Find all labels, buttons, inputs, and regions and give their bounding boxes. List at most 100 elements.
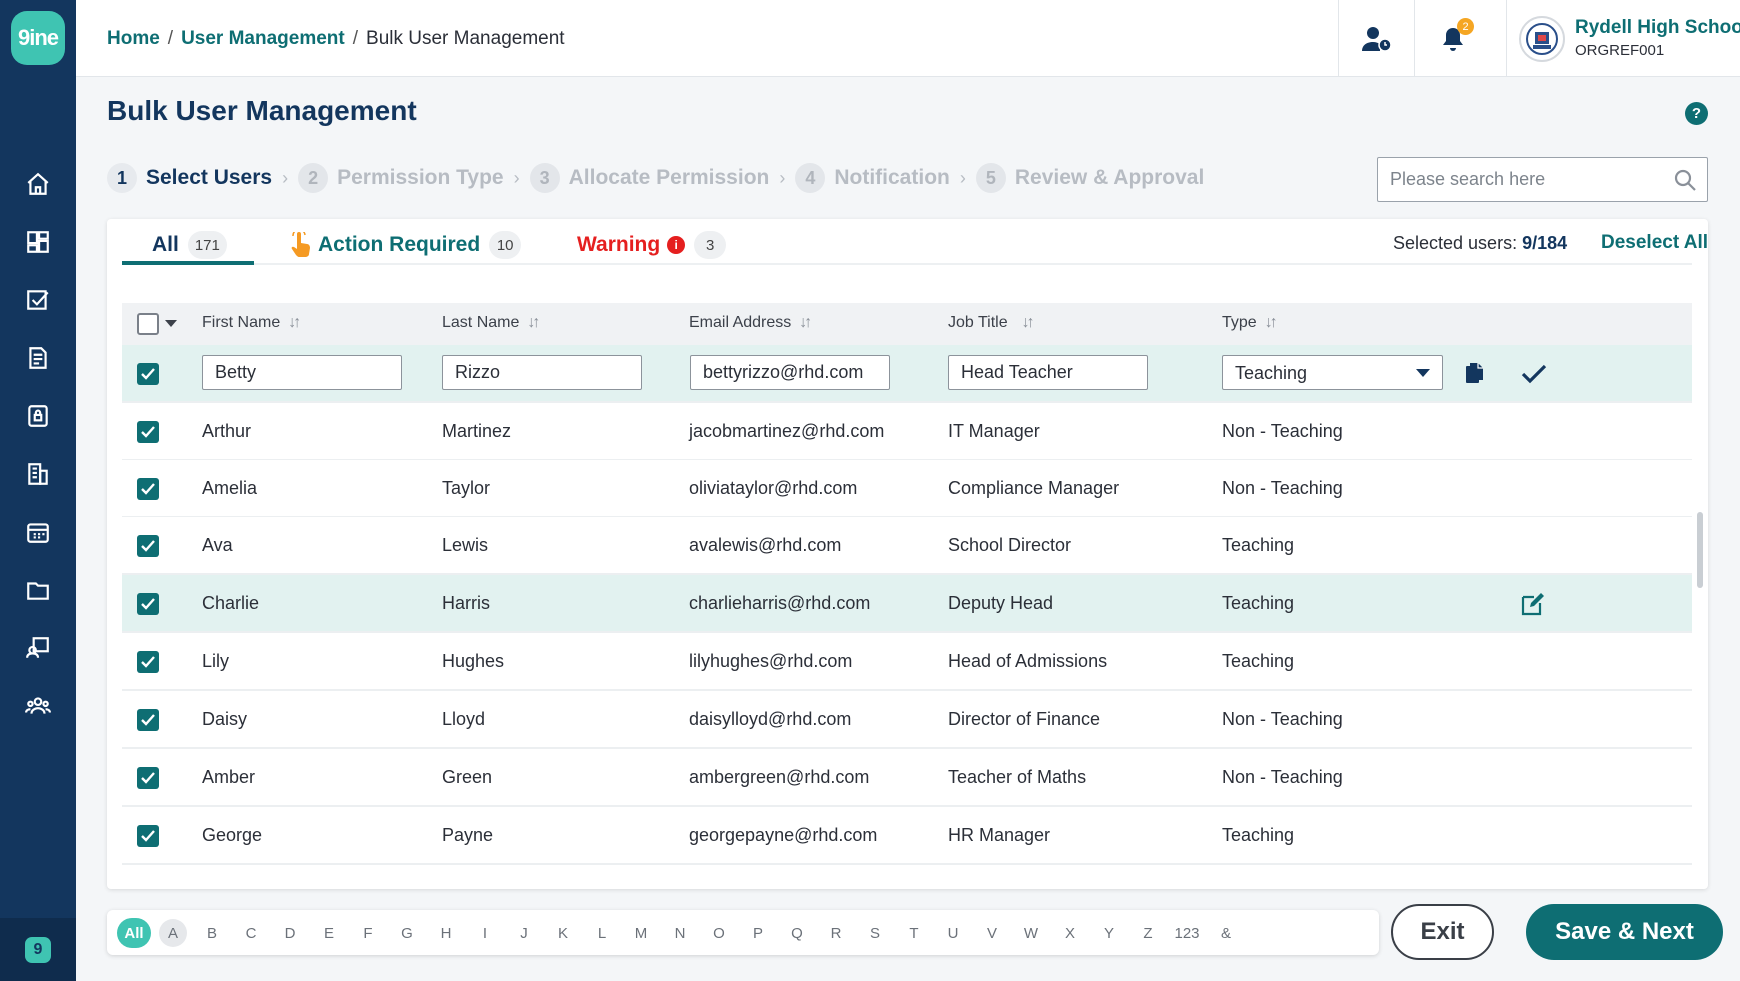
step-allocate-permission[interactable]: 3 Allocate Permission (529, 163, 769, 193)
table-row[interactable]: George Payne georgepayne@rhd.com HR Manager… (122, 807, 1692, 865)
column-header-type[interactable]: Type ↓↑ (1222, 314, 1278, 331)
copy-icon[interactable] (1464, 361, 1486, 385)
alphabet-letter-p[interactable]: P (752, 924, 763, 942)
training-icon[interactable] (22, 632, 54, 664)
row-checkbox[interactable] (137, 478, 159, 500)
tab-warning[interactable]: Warning i 3 (577, 231, 727, 259)
alphabet-letter-x[interactable]: X (1064, 924, 1075, 942)
alphabet-letter-t[interactable]: T (909, 924, 919, 942)
alphabet-letter-h[interactable]: H (440, 924, 452, 942)
exit-button[interactable]: Exit (1391, 904, 1494, 960)
table-row[interactable]: Amelia Taylor oliviataylor@rhd.com Complian… (122, 460, 1692, 518)
row-checkbox[interactable] (137, 363, 159, 385)
deselect-all-button[interactable]: Deselect All (1601, 232, 1708, 253)
alphabet-letter-q[interactable]: Q (791, 924, 803, 942)
table-row[interactable]: Lily Hughes lilyhughes@rhd.com Head of Admi… (122, 633, 1692, 691)
table-row[interactable]: Arthur Martinez jacobmartinez@rhd.com IT Ma… (122, 403, 1692, 461)
alphabet-letter-s[interactable]: S (869, 924, 880, 942)
sort-icon[interactable]: ↓↑ (527, 314, 540, 331)
sort-icon[interactable]: ↓↑ (1264, 314, 1278, 331)
sort-icon[interactable]: ↓↑ (288, 314, 301, 331)
alphabet-letter-b[interactable]: B (206, 924, 217, 942)
alphabet-letter-ampersand[interactable]: & (1220, 924, 1231, 942)
alphabet-letter-v[interactable]: V (986, 924, 997, 942)
alphabet-letter-w[interactable]: W (1023, 924, 1039, 942)
type-select[interactable]: Teaching (1222, 355, 1443, 390)
alphabet-letter-d[interactable]: D (284, 924, 296, 942)
breadcrumb-home[interactable]: Home (107, 28, 160, 49)
sort-icon[interactable]: ↓↑ (799, 314, 812, 331)
tab-action-required[interactable]: Action Required 10 (290, 231, 522, 259)
column-header-last-name[interactable]: Last Name ↓↑ (442, 314, 540, 331)
sort-icon[interactable]: ↓↑ (1021, 314, 1035, 331)
alphabet-letter-j[interactable]: J (520, 924, 528, 942)
home-icon[interactable] (22, 168, 54, 200)
step-review-approval[interactable]: 5 Review & Approval (975, 163, 1204, 193)
folder-icon[interactable] (22, 574, 54, 606)
breadcrumb-user-management[interactable]: User Management (181, 28, 345, 49)
search-input[interactable] (1378, 158, 1668, 200)
app-logo[interactable]: 9ine (11, 11, 65, 65)
alphabet-letter-o[interactable]: O (713, 924, 725, 942)
alphabet-letter-y[interactable]: Y (1103, 924, 1114, 942)
alphabet-letter-m[interactable]: M (634, 924, 648, 942)
step-permission-type[interactable]: 2 Permission Type (298, 163, 504, 193)
alphabet-letter-k[interactable]: K (557, 924, 568, 942)
table-scrollbar[interactable] (1697, 512, 1703, 588)
table-row[interactable]: Daisy Lloyd daisylloyd@rhd.com Director of … (122, 691, 1692, 749)
security-icon[interactable] (22, 400, 54, 432)
tab-all[interactable]: All 171 (152, 231, 227, 259)
alphabet-letter-r[interactable]: R (830, 924, 842, 942)
building-icon[interactable] (22, 458, 54, 490)
alphabet-letter-n[interactable]: N (674, 924, 686, 942)
row-checkbox[interactable] (137, 825, 159, 847)
help-icon[interactable]: ? (1685, 102, 1708, 125)
column-header-email[interactable]: Email Address ↓↑ (689, 314, 812, 331)
select-all-checkbox[interactable] (137, 313, 159, 335)
email-input[interactable] (690, 355, 890, 390)
alphabet-letter-e[interactable]: E (323, 924, 334, 942)
row-checkbox[interactable] (137, 593, 159, 615)
mini-logo[interactable]: 9 (25, 937, 51, 963)
row-checkbox[interactable] (137, 767, 159, 789)
user-settings-button[interactable] (1338, 0, 1414, 77)
search-icon[interactable] (1673, 168, 1697, 192)
alphabet-letter-123[interactable]: 123 (1174, 924, 1200, 942)
last-name-input[interactable] (442, 355, 642, 390)
alphabet-letter-u[interactable]: U (947, 924, 959, 942)
table-row[interactable]: Ava Lewis avalewis@rhd.com School Director T… (122, 517, 1692, 575)
select-menu-caret-icon[interactable] (165, 320, 177, 327)
alphabet-letter-g[interactable]: G (401, 924, 413, 942)
users-group-icon[interactable] (22, 690, 54, 722)
school-profile[interactable]: Rydell High School ORGREF001 (1506, 0, 1740, 77)
job-title-input[interactable] (948, 355, 1148, 390)
row-checkbox[interactable] (137, 651, 159, 673)
alphabet-letter-a[interactable]: A (159, 919, 187, 947)
notifications-button[interactable]: 2 (1414, 0, 1490, 77)
table-row[interactable]: Charlie Harris charlieharris@rhd.com Deputy… (122, 575, 1692, 633)
step-select-users[interactable]: 1 Select Users (107, 163, 272, 193)
cell-job: Director of Finance (948, 709, 1101, 729)
row-checkbox[interactable] (137, 709, 159, 731)
alphabet-letter-all[interactable]: All (117, 918, 151, 948)
row-checkbox[interactable] (137, 421, 159, 443)
first-name-input[interactable] (202, 355, 402, 390)
documents-icon[interactable] (22, 342, 54, 374)
confirm-check-icon[interactable] (1521, 364, 1547, 384)
alphabet-letter-z[interactable]: Z (1143, 924, 1153, 942)
tasks-icon[interactable] (22, 284, 54, 316)
step-notification[interactable]: 4 Notification (795, 163, 950, 193)
column-header-first-name[interactable]: First Name ↓↑ (202, 314, 301, 331)
table-row[interactable]: Amber Green ambergreen@rhd.com Teacher of M… (122, 749, 1692, 807)
alphabet-letter-f[interactable]: F (363, 924, 373, 942)
edit-icon[interactable] (1520, 591, 1546, 617)
alphabet-letter-l[interactable]: L (597, 924, 607, 942)
column-header-job-title[interactable]: Job Title ↓↑ (948, 314, 1035, 331)
alphabet-letter-c[interactable]: C (245, 924, 257, 942)
alphabet-letter-i[interactable]: I (482, 924, 488, 942)
save-next-button[interactable]: Save & Next (1526, 904, 1723, 960)
row-checkbox[interactable] (137, 535, 159, 557)
dashboard-icon[interactable] (22, 226, 54, 258)
cell-job: Deputy Head (948, 593, 1054, 613)
calendar-icon[interactable] (22, 516, 54, 548)
